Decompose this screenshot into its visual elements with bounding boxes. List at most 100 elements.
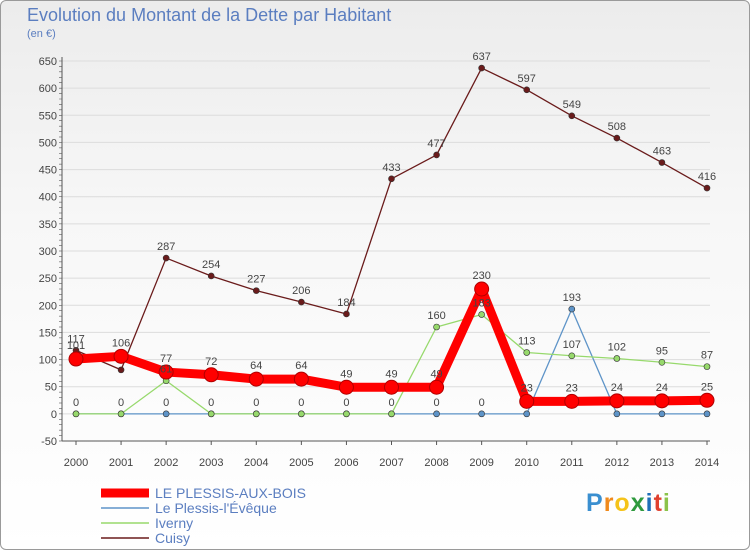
x-tick-label: 2001 [109, 457, 133, 469]
data-label: 0 [163, 397, 169, 409]
x-tick-label: 2011 [560, 457, 584, 469]
data-point [433, 151, 440, 159]
data-point [564, 393, 580, 409]
y-tick-label: -50 [41, 436, 57, 448]
legend-label: Cuisy [155, 530, 190, 546]
x-tick-label: 2003 [199, 457, 223, 469]
data-label: 508 [608, 121, 626, 133]
data-label: 160 [427, 310, 445, 322]
data-label: 117 [67, 333, 85, 345]
data-label: 637 [472, 51, 490, 63]
data-point [658, 159, 666, 166]
data-label: 49 [340, 368, 352, 380]
data-label: 433 [382, 162, 400, 174]
data-point [343, 310, 350, 318]
data-label: 49 [430, 368, 442, 380]
data-label: 107 [563, 339, 581, 351]
data-label: 230 [472, 270, 490, 282]
data-point [703, 184, 711, 192]
data-label: 72 [205, 356, 217, 368]
data-label: 106 [112, 337, 130, 349]
x-tick-label: 2005 [289, 457, 313, 469]
data-label: 477 [427, 138, 445, 150]
data-point [703, 410, 711, 418]
x-tick-label: 2004 [244, 457, 268, 469]
x-tick-label: 2012 [605, 457, 629, 469]
data-point [433, 323, 440, 331]
data-point [203, 367, 219, 383]
data-point [568, 112, 576, 120]
data-label: 23 [566, 382, 578, 394]
y-tick-label: 250 [39, 273, 57, 285]
data-point [388, 175, 395, 183]
data-point [162, 254, 170, 262]
data-point [248, 371, 264, 387]
data-label: 23 [521, 382, 533, 394]
data-label: 64 [250, 360, 262, 372]
data-point [298, 298, 305, 306]
data-point [252, 410, 260, 418]
data-label: 113 [518, 336, 536, 348]
data-point [474, 281, 490, 297]
data-point [117, 366, 125, 374]
y-tick-label: 600 [39, 83, 57, 95]
legend-label: Iverny [155, 515, 193, 531]
data-point [207, 410, 215, 418]
y-tick-label: 550 [39, 110, 57, 122]
chart-unit: (en €) [27, 28, 56, 40]
x-tick-label: 2013 [650, 457, 674, 469]
data-point [613, 134, 621, 142]
y-tick-label: 0 [51, 409, 57, 421]
data-label: 87 [701, 350, 713, 362]
data-point [609, 393, 625, 409]
data-label: 463 [653, 146, 671, 158]
data-point [523, 410, 531, 418]
data-point [568, 305, 576, 313]
data-point [343, 410, 350, 418]
data-label: 77 [160, 353, 172, 365]
data-label: 254 [202, 259, 220, 271]
data-label: 184 [337, 297, 355, 309]
x-tick-label: 2008 [424, 457, 448, 469]
data-label: 0 [479, 397, 485, 409]
data-point [113, 348, 129, 364]
x-tick-label: 2010 [514, 457, 538, 469]
data-point [523, 349, 531, 356]
data-label: 64 [295, 360, 307, 372]
data-point [429, 379, 445, 395]
data-label: 416 [698, 171, 716, 183]
data-label: 25 [701, 381, 713, 393]
data-label: 0 [343, 397, 349, 409]
data-label: 102 [608, 341, 626, 353]
y-tick-label: 150 [39, 327, 57, 339]
data-label: 0 [118, 397, 124, 409]
data-point [117, 410, 125, 418]
x-tick-label: 2014 [695, 457, 719, 469]
data-point [613, 410, 621, 418]
data-label: 61 [160, 364, 172, 376]
data-label: 549 [563, 99, 581, 111]
data-label: 206 [292, 285, 310, 297]
data-point [162, 410, 170, 418]
data-label: 24 [611, 382, 623, 394]
data-label: 183 [472, 298, 490, 310]
x-tick-label: 2006 [334, 457, 358, 469]
data-point [654, 393, 670, 409]
y-tick-label: 100 [39, 355, 57, 367]
data-label: 227 [247, 274, 265, 286]
data-point [207, 272, 215, 280]
data-point [703, 363, 711, 370]
x-tick-label: 2009 [469, 457, 493, 469]
data-point [68, 351, 84, 367]
y-tick-label: 300 [39, 246, 57, 258]
x-tick-label: 2002 [154, 457, 178, 469]
legend-label: LE PLESSIS-AUX-BOIS [155, 485, 306, 501]
data-point [158, 364, 174, 380]
y-tick-label: 400 [39, 192, 57, 204]
data-label: 0 [253, 397, 259, 409]
data-point [293, 371, 309, 387]
data-point [519, 393, 535, 409]
data-point [613, 355, 621, 362]
y-tick-label: 350 [39, 219, 57, 231]
